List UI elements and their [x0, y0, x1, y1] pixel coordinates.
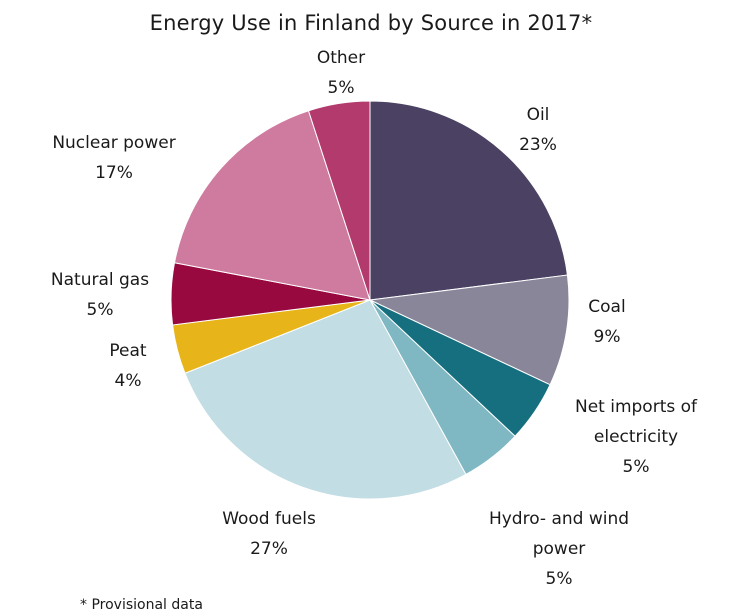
pie-slice-wood-fuels: [184, 299, 467, 500]
slice-label-line: electricity: [594, 427, 678, 447]
slice-label-nuclear-power: Nuclear power 17%: [52, 133, 175, 183]
slice-label-line: 5%: [328, 78, 355, 98]
pie-slice-nuclear-power: [173, 110, 371, 301]
pie-slices: [170, 100, 570, 500]
slice-labels: Oil 23%Coal 9%Net imports of electricity 5%H…: [51, 48, 698, 589]
slice-label-line: power: [533, 539, 586, 559]
slice-label-line: 5%: [623, 457, 650, 477]
slice-label-oil: Oil 23%: [519, 105, 557, 155]
slice-label-line: Other: [317, 48, 365, 68]
slice-label-coal: Coal 9%: [588, 297, 625, 347]
slice-label-line: 27%: [250, 539, 288, 559]
slice-label-line: Oil: [527, 105, 550, 125]
slice-label-line: Net imports of: [575, 397, 698, 417]
slice-label-line: Nuclear power: [52, 133, 175, 153]
slice-label-line: Wood fuels: [222, 509, 316, 529]
slice-label-other: Other 5%: [317, 48, 365, 98]
pie-slice-oil: [369, 100, 568, 301]
slice-label-line: 5%: [546, 569, 573, 589]
slice-label-line: Hydro- and wind: [489, 509, 629, 529]
slice-label-net-imports-of-electricity: Net imports of electricity 5%: [575, 397, 698, 477]
slice-label-hydro-and-wind-power: Hydro- and wind power 5%: [489, 509, 629, 589]
slice-label-line: 9%: [594, 327, 621, 347]
pie-slice-coal: [368, 274, 570, 386]
slice-label-line: 4%: [115, 371, 142, 391]
slice-label-line: Coal: [588, 297, 625, 317]
pie-slice-other: [307, 100, 371, 301]
slice-label-natural-gas: Natural gas 5%: [51, 270, 149, 320]
chart-title: Energy Use in Finland by Source in 2017*: [150, 11, 593, 35]
slice-label-peat: Peat 4%: [109, 341, 147, 391]
slice-label-wood-fuels: Wood fuels 27%: [222, 509, 316, 559]
footnote: * Provisional data: [80, 597, 203, 613]
slice-label-line: 17%: [95, 163, 133, 183]
slice-label-line: 5%: [87, 300, 114, 320]
slice-label-line: 23%: [519, 135, 557, 155]
slice-label-line: Peat: [109, 341, 147, 361]
slice-label-line: Natural gas: [51, 270, 149, 290]
